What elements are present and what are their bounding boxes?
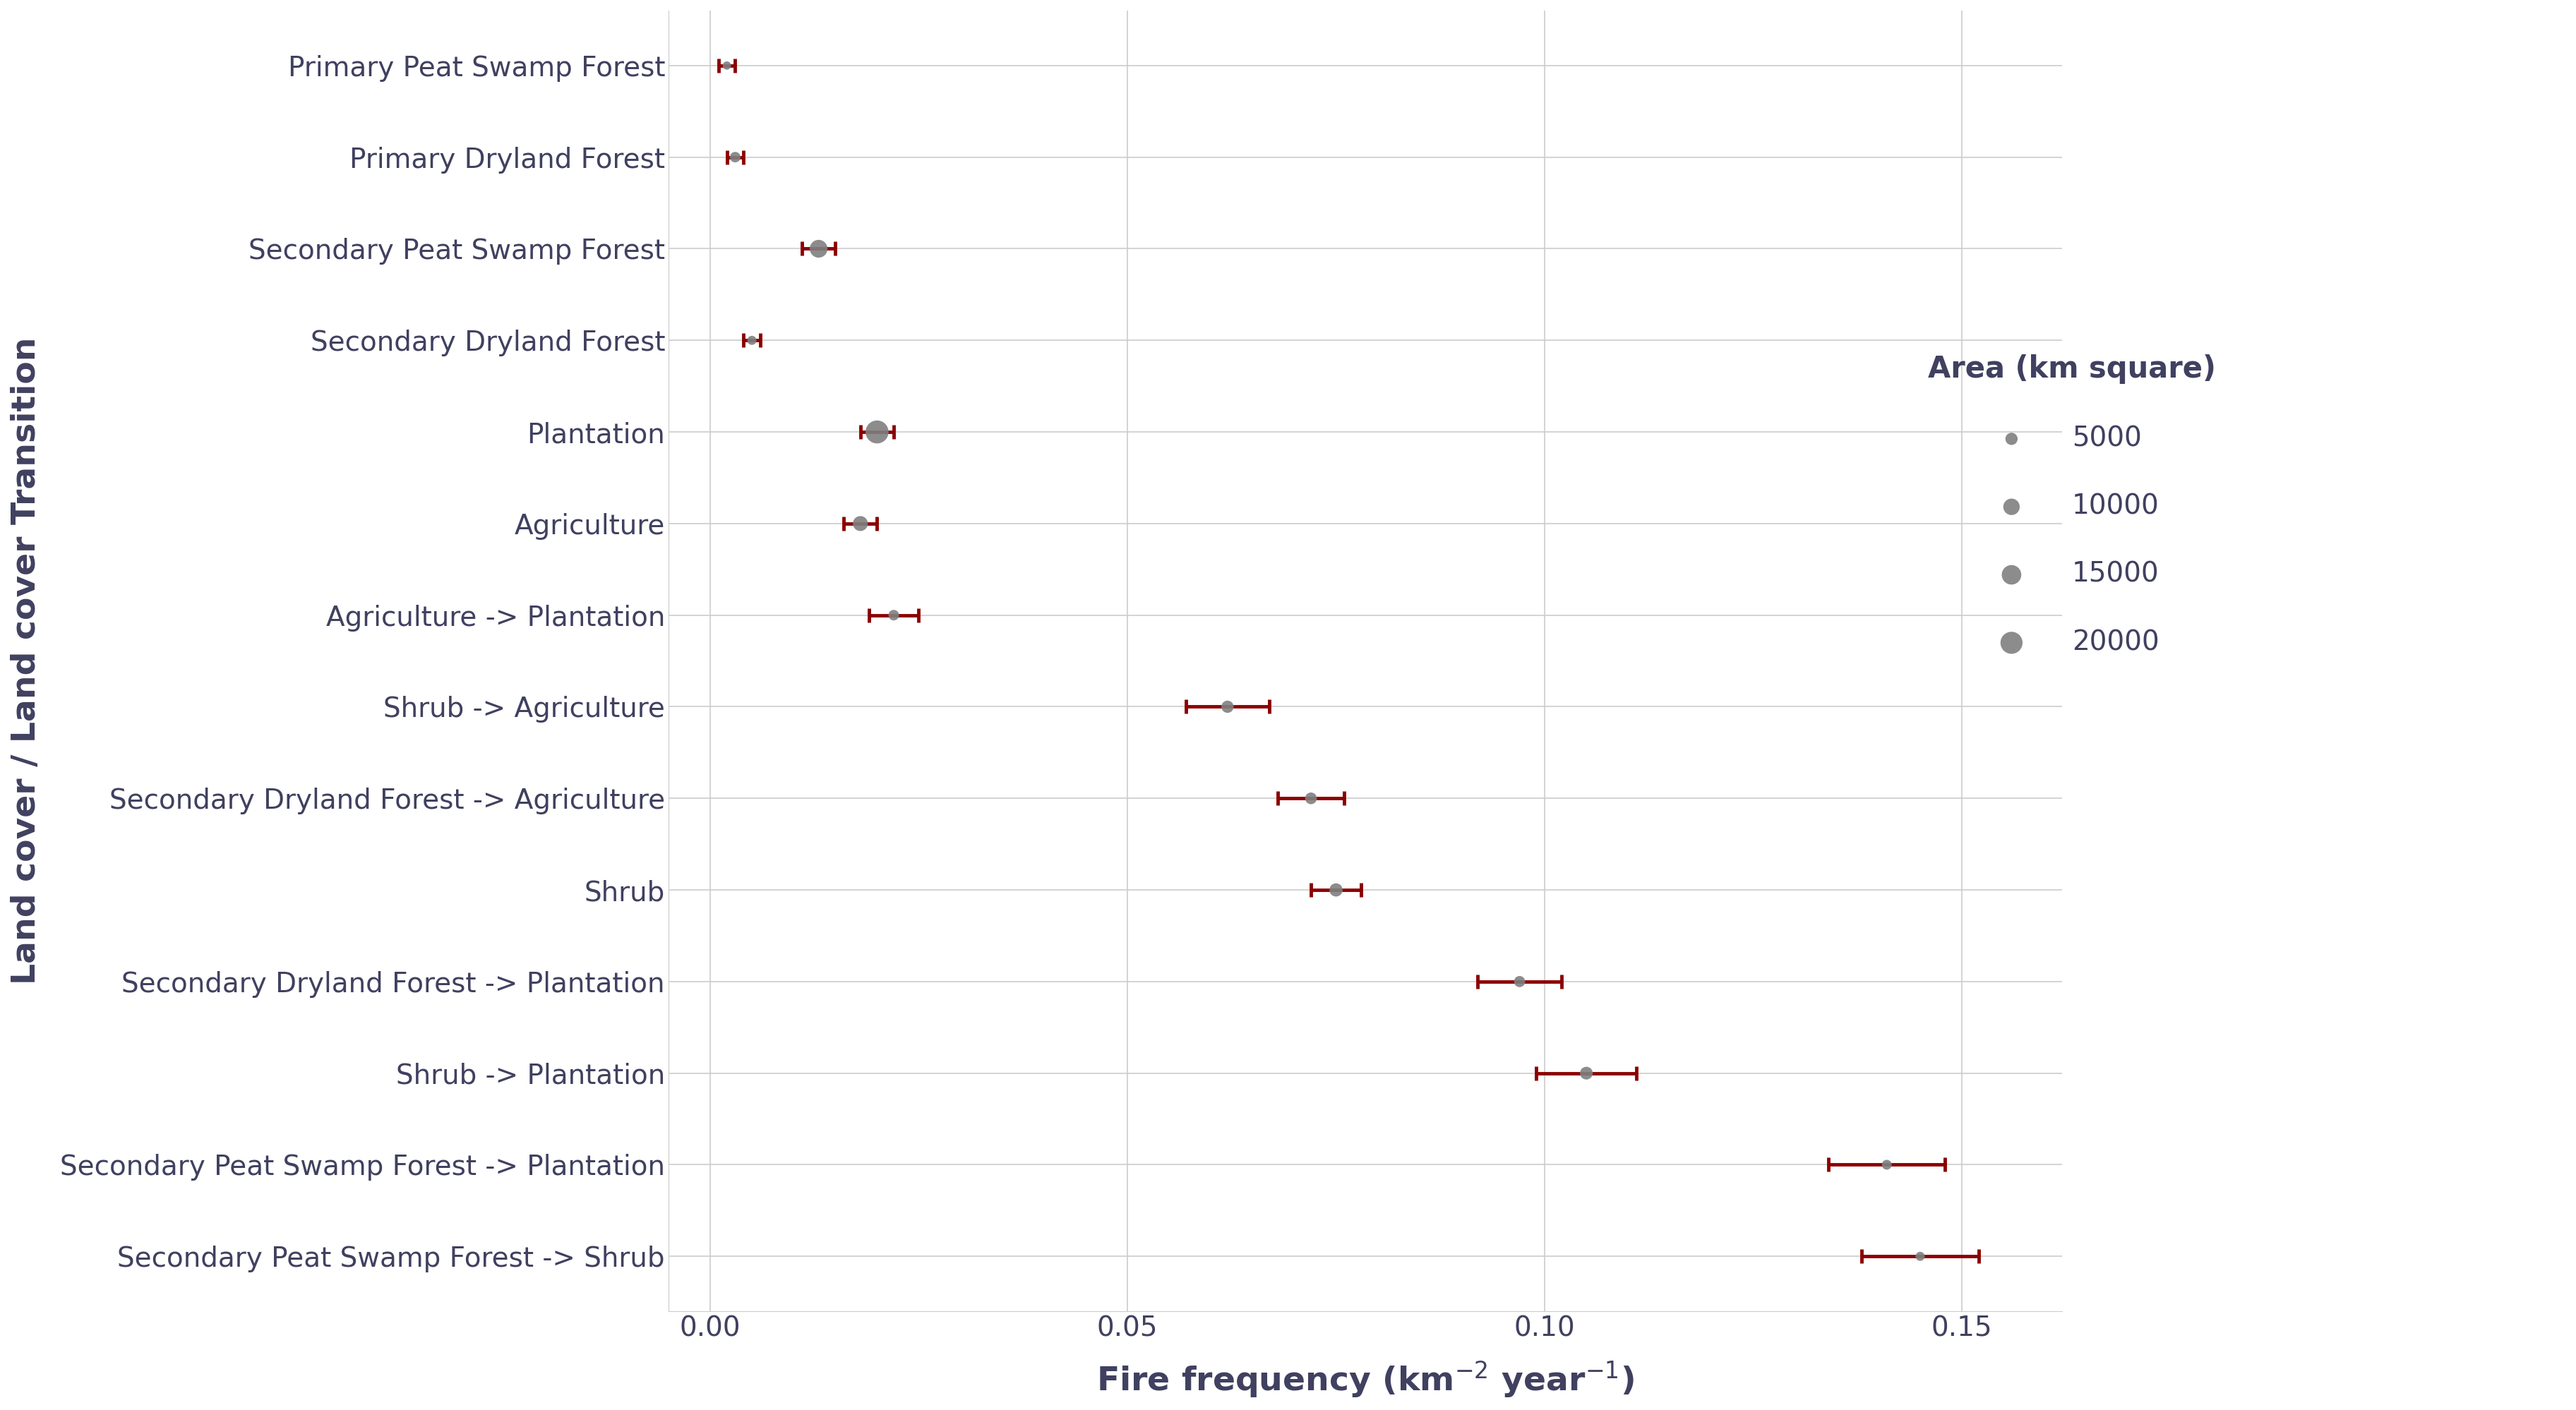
- Point: [1899, 1245, 1940, 1268]
- Legend: 5000, 10000, 15000, 20000: 5000, 10000, 15000, 20000: [1914, 340, 2228, 670]
- Point: [855, 420, 896, 443]
- Point: [1499, 970, 1540, 993]
- Point: [714, 145, 755, 168]
- Point: [840, 512, 881, 534]
- Point: [706, 54, 747, 76]
- X-axis label: Fire frequency (km$^{-2}$ year$^{-1}$): Fire frequency (km$^{-2}$ year$^{-1}$): [1097, 1359, 1633, 1399]
- Point: [1865, 1153, 1906, 1176]
- Point: [1316, 878, 1358, 901]
- Point: [799, 237, 840, 259]
- Point: [873, 603, 914, 626]
- Point: [732, 329, 773, 351]
- Point: [1208, 695, 1249, 718]
- Point: [1291, 787, 1332, 809]
- Point: [1566, 1062, 1607, 1084]
- Y-axis label: Land cover / Land cover Transition: Land cover / Land cover Transition: [10, 337, 41, 984]
